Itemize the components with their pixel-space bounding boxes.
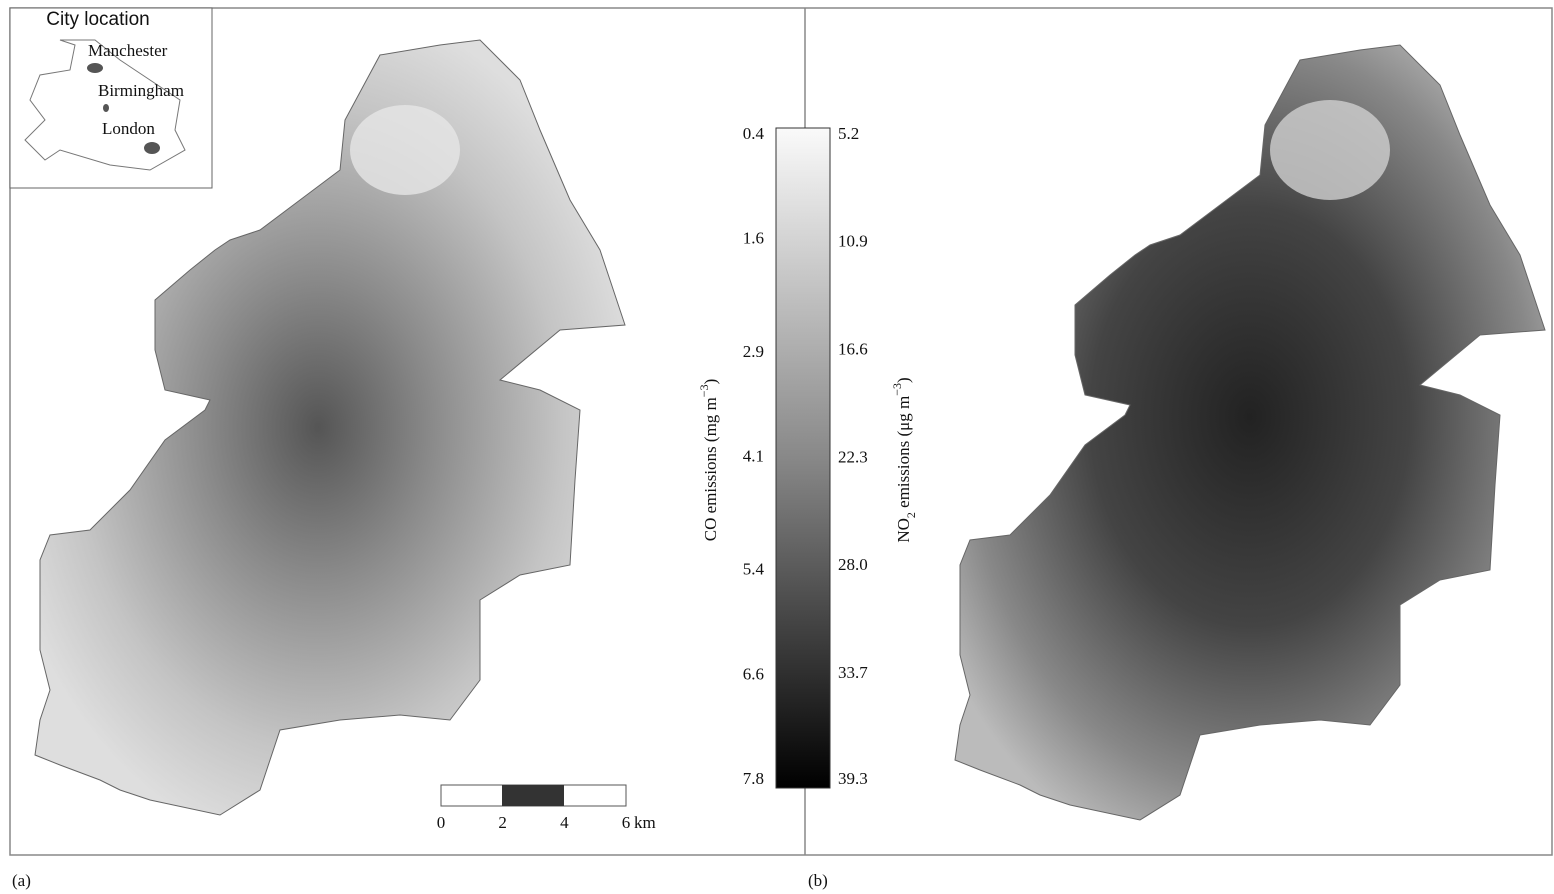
city-label: Birmingham — [98, 81, 184, 100]
label-part: ) — [894, 377, 913, 383]
city-dot — [103, 104, 109, 112]
map-highlight — [350, 105, 460, 195]
scalebar-tick-label: 0 — [437, 813, 446, 832]
scalebar-tick-label: 6 — [622, 813, 631, 832]
co-tick-label: 5.4 — [743, 560, 765, 579]
no2-tick-label: 10.9 — [838, 232, 868, 251]
no2-tick-label: 39.3 — [838, 769, 868, 788]
label-part: −3 — [697, 384, 711, 397]
label-part: NO — [894, 518, 913, 543]
co-tick-label: 1.6 — [743, 229, 764, 248]
label-part: −3 — [890, 383, 904, 396]
co-tick-label: 6.6 — [743, 664, 764, 683]
map-highlight — [1270, 100, 1390, 200]
co-tick-label: 0.4 — [743, 124, 765, 143]
no2-tick-label: 33.7 — [838, 663, 868, 682]
city-dot — [144, 142, 160, 154]
co-axis-label: CO emissions (mg m−3) — [697, 379, 720, 542]
city-dot — [87, 63, 103, 73]
scalebar-tick-label: 4 — [560, 813, 569, 832]
figure: City location Manchester Birmingham Lond… — [0, 0, 1554, 894]
co-tick-label: 7.8 — [743, 769, 764, 788]
scalebar-tick-label: 2 — [498, 813, 507, 832]
no2-tick-label: 5.2 — [838, 124, 859, 143]
map-no2 — [955, 45, 1545, 820]
panel-label: (b) — [808, 871, 828, 890]
label-part: ) — [701, 379, 720, 385]
co-tick-label: 4.1 — [743, 446, 764, 465]
inset-title: City location — [46, 9, 150, 30]
no2-tick-label: 28.0 — [838, 555, 868, 574]
city-label: London — [102, 119, 155, 138]
no2-tick-label: 22.3 — [838, 447, 868, 466]
colorbar — [776, 128, 830, 788]
label-part: emissions (μg m — [894, 396, 913, 512]
city-label: Manchester — [88, 41, 168, 60]
scalebar-unit: km — [634, 813, 656, 832]
panel-label: (a) — [12, 871, 31, 890]
co-tick-label: 2.9 — [743, 342, 764, 361]
scalebar-segment — [502, 785, 564, 806]
no2-axis-label: NO2 emissions (μg m−3) — [890, 377, 918, 542]
label-part: CO emissions (mg m — [701, 397, 720, 541]
no2-tick-label: 16.6 — [838, 340, 868, 359]
